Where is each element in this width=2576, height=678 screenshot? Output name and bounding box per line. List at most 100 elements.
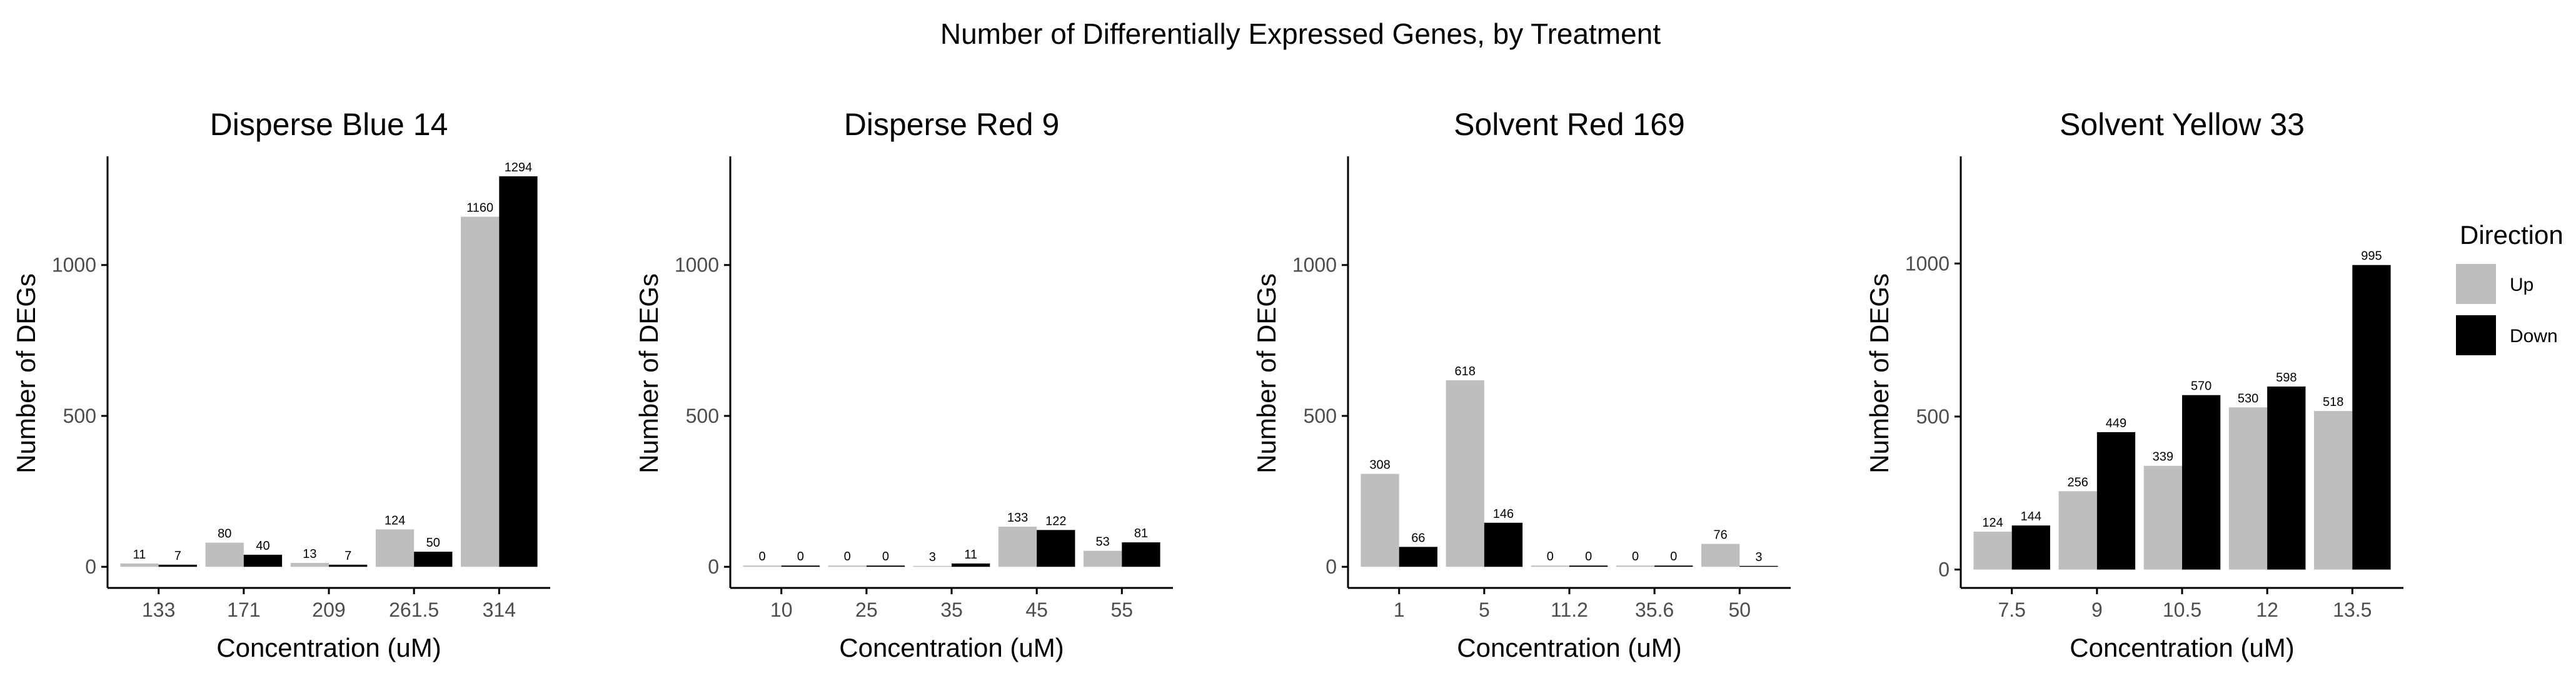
panel-2: Disperse Red 9 Concentration (uM) Number… xyxy=(634,107,1173,662)
bar-down xyxy=(1122,542,1160,567)
panel-3: Solvent Red 169 Concentration (uM) Numbe… xyxy=(1252,107,1791,662)
bar-down xyxy=(1569,565,1608,567)
x-tick-label: 171 xyxy=(227,599,260,621)
x-tick-label: 11.2 xyxy=(1551,599,1588,621)
legend-swatch-down xyxy=(2456,315,2496,355)
panel-1-xlabel: Concentration (uM) xyxy=(216,633,441,662)
legend-label-up: Up xyxy=(2510,275,2533,295)
data-label-up: 0 xyxy=(1632,550,1639,564)
panel-1-plot-area: 0 500 1000 133 11 7 171 80 40 209 13 7 261.5 124 50 314… xyxy=(52,156,550,621)
bar-down xyxy=(329,564,368,567)
bar-up xyxy=(1446,380,1484,567)
bar-down xyxy=(2182,395,2221,570)
panel-4-title: Solvent Yellow 33 xyxy=(2060,107,2305,142)
bar-down xyxy=(1739,565,1778,567)
panel-1-title: Disperse Blue 14 xyxy=(210,107,448,142)
data-label-down: 0 xyxy=(797,550,804,564)
bar-down xyxy=(2267,387,2306,570)
y-tick-label: 1000 xyxy=(1905,252,1950,275)
data-label-down: 570 xyxy=(2191,380,2211,393)
data-label-down: 0 xyxy=(882,550,889,564)
bar-down xyxy=(158,564,197,567)
y-tick-label: 0 xyxy=(1326,555,1337,578)
x-tick-label: 7.5 xyxy=(1998,599,2025,621)
data-label-down: 7 xyxy=(174,549,181,563)
data-label-up: 76 xyxy=(1714,529,1728,542)
bar-up xyxy=(461,216,500,567)
x-tick-label: 35 xyxy=(940,599,963,621)
panel-2-title: Disperse Red 9 xyxy=(844,107,1060,142)
data-label-up: 53 xyxy=(1096,535,1110,549)
legend-title: Direction xyxy=(2460,220,2563,250)
data-label-up: 518 xyxy=(2323,395,2343,409)
x-tick-label: 35.6 xyxy=(1635,599,1674,621)
data-label-up: 80 xyxy=(218,527,231,541)
x-tick-label: 133 xyxy=(142,599,175,621)
x-tick-label: 1 xyxy=(1394,599,1405,621)
bar-down xyxy=(1037,530,1075,567)
data-label-down: 0 xyxy=(1585,550,1592,564)
data-label-down: 0 xyxy=(1670,550,1677,564)
bar-up xyxy=(913,565,952,567)
data-label-up: 339 xyxy=(2153,450,2173,464)
bar-up xyxy=(1084,550,1122,567)
data-label-down: 7 xyxy=(345,549,351,563)
panel-4-xlabel: Concentration (uM) xyxy=(2070,633,2294,662)
bar-up xyxy=(2314,411,2353,570)
y-tick-label: 1000 xyxy=(52,254,96,276)
panel-2-ylabel: Number of DEGs xyxy=(634,273,663,473)
bar-up xyxy=(1531,565,1569,567)
y-tick-label: 500 xyxy=(1916,405,1950,428)
bar-up xyxy=(375,529,415,567)
bar-down xyxy=(2352,265,2391,570)
bar-down xyxy=(1399,547,1437,567)
bar-down xyxy=(243,554,283,567)
x-tick-label: 314 xyxy=(483,599,516,621)
data-label-up: 0 xyxy=(758,550,765,564)
bar-up xyxy=(1701,544,1740,567)
x-tick-label: 50 xyxy=(1729,599,1751,621)
panel-4: Solvent Yellow 33 Concentration (uM) Num… xyxy=(1864,107,2403,662)
data-label-up: 3 xyxy=(929,550,936,564)
data-label-up: 124 xyxy=(1982,516,2003,530)
data-label-up: 618 xyxy=(1455,365,1476,378)
panel-4-ylabel: Number of DEGs xyxy=(1864,273,1894,473)
legend-label-down: Down xyxy=(2510,326,2558,347)
data-label-down: 449 xyxy=(2106,417,2126,430)
panel-4-plot-area: 0 500 1000 7.5 124 144 9 256 449 10.5 339 570 12 530 5… xyxy=(1905,156,2403,621)
data-label-up: 13 xyxy=(303,547,316,561)
bar-up xyxy=(205,542,244,567)
bar-down xyxy=(1654,565,1693,567)
data-label-up: 530 xyxy=(2238,392,2258,405)
x-tick-label: 55 xyxy=(1111,599,1134,621)
y-tick-label: 1000 xyxy=(1292,254,1337,276)
bar-down xyxy=(866,565,905,567)
data-label-down: 995 xyxy=(2361,250,2382,263)
bar-up xyxy=(1973,531,2012,570)
data-label-down: 146 xyxy=(1493,507,1514,521)
panel-3-plot-area: 0 500 1000 1 308 66 5 618 146 11.2 0 0 35.6 0 0 50 76 3 xyxy=(1292,156,1791,621)
bar-up xyxy=(743,565,782,567)
x-tick-label: 261.5 xyxy=(389,599,439,621)
panel-2-xlabel: Concentration (uM) xyxy=(839,633,1064,662)
data-label-down: 1294 xyxy=(505,161,533,175)
panel-1: Disperse Blue 14 Concentration (uM) Numb… xyxy=(11,107,550,662)
y-tick-label: 0 xyxy=(1938,559,1950,581)
panel-3-xlabel: Concentration (uM) xyxy=(1457,633,1681,662)
legend-swatch-up xyxy=(2456,264,2496,304)
y-tick-label: 500 xyxy=(1304,405,1337,427)
data-label-down: 81 xyxy=(1134,527,1148,540)
data-label-down: 50 xyxy=(426,536,440,550)
bar-up xyxy=(120,563,159,567)
bar-up xyxy=(2058,491,2097,570)
x-tick-label: 9 xyxy=(2091,599,2103,621)
legend: Direction Up Down xyxy=(2456,220,2563,355)
x-tick-label: 13.5 xyxy=(2333,599,2372,621)
data-label-up: 256 xyxy=(2068,475,2088,489)
y-tick-label: 0 xyxy=(708,555,719,578)
data-label-down: 3 xyxy=(1755,550,1762,564)
bar-up xyxy=(2143,465,2182,570)
bar-down xyxy=(1484,522,1523,567)
y-tick-label: 0 xyxy=(85,555,96,578)
